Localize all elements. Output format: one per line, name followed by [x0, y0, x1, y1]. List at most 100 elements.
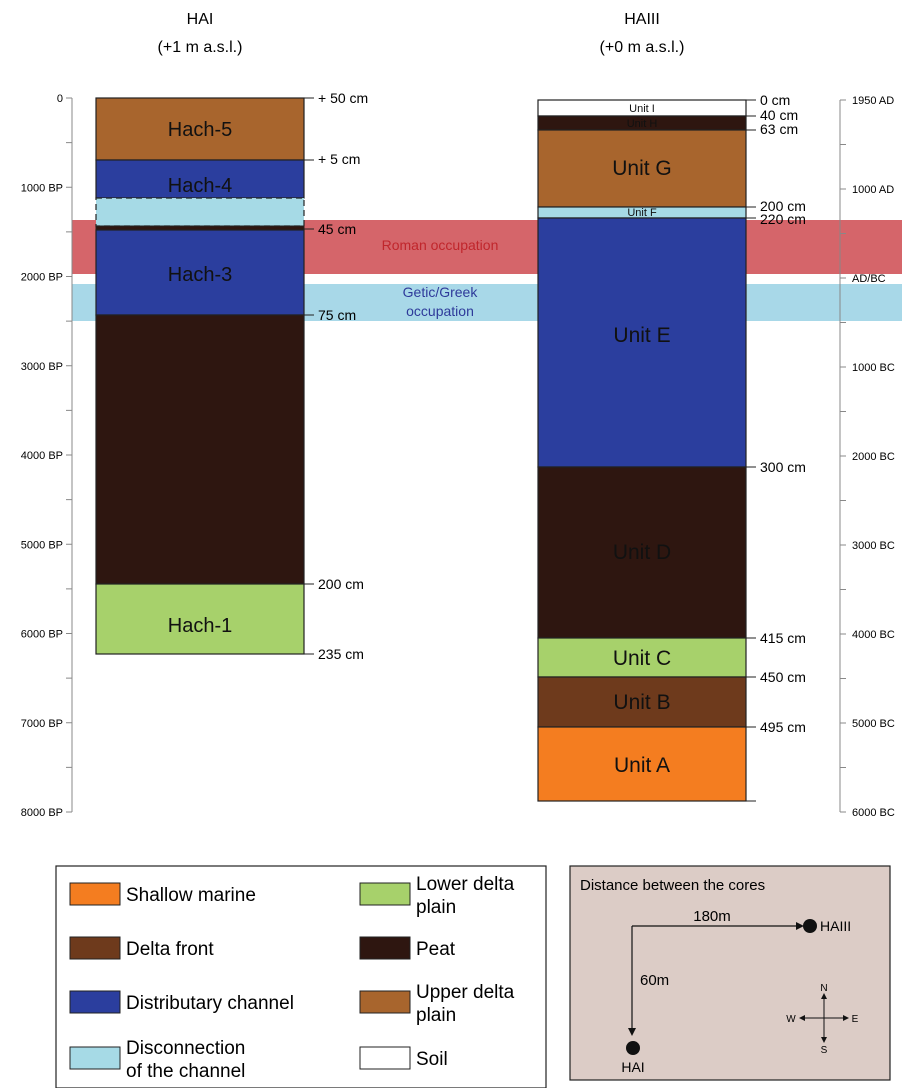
getic-occupation-label-line2: occupation: [406, 303, 474, 319]
getic-occupation-label-line1: Getic/Greek: [403, 284, 479, 300]
arrow-down-icon: [628, 1028, 636, 1036]
legend-swatch: [69, 1046, 121, 1070]
legend-label: Peat: [416, 939, 456, 960]
legend-label: Soil: [416, 1049, 448, 1070]
haiii-unit-a: [537, 726, 747, 802]
haiii-depth-label: 450 cm: [760, 669, 806, 685]
haiii-depth-label: 40 cm: [760, 107, 798, 123]
hai-unit-label: Hach-4: [168, 175, 232, 197]
legend-label-line2: plain: [416, 897, 456, 918]
hai-core-title: HAI: [187, 11, 214, 28]
east-distance-label: 180m: [693, 908, 731, 925]
legend-label: Disconnection: [126, 1038, 245, 1059]
bp-tick-label: 6000 BP: [21, 629, 63, 641]
bp-tick-label: 8000 BP: [21, 807, 63, 819]
haiii-depth-label: 63 cm: [760, 121, 798, 137]
legend-swatch: [359, 1046, 411, 1070]
roman-occupation-label: Roman occupation: [382, 237, 499, 253]
haiii-unit-label: Unit G: [612, 157, 672, 180]
haiii-core-title: HAIII: [624, 11, 660, 28]
hai-depth-label: 75 cm: [318, 307, 356, 323]
hai-unit-hach-3: [95, 229, 305, 316]
haiii-depth-label: 300 cm: [760, 459, 806, 475]
hai-unit-label: Hach-5: [168, 119, 232, 141]
haiii-depth-label: 415 cm: [760, 630, 806, 646]
haiii-depth-label: 495 cm: [760, 719, 806, 735]
haiii-unit-label: Unit B: [613, 691, 670, 714]
hai-unit-hach-5: [95, 97, 305, 161]
legend-label-line2: of the channel: [126, 1061, 245, 1082]
compass-icon: [799, 993, 849, 1043]
distance-panel: Distance between the cores HAIII HAI 180…: [569, 865, 891, 1081]
compass-north-label: N: [820, 983, 827, 994]
haiii-unit-label: Unit H: [627, 118, 658, 130]
calendar-tick-label: AD/BC: [852, 273, 886, 285]
legend-label: Upper delta: [416, 982, 515, 1003]
hai-depth-label: + 50 cm: [318, 90, 368, 106]
legend-label: Shallow marine: [126, 885, 256, 906]
bp-tick-label: 0: [57, 93, 63, 105]
haiii-depth-label: 220 cm: [760, 211, 806, 227]
compass-south-label: S: [821, 1045, 828, 1056]
south-distance-label: 60m: [640, 972, 669, 989]
hai-depth-label: 200 cm: [318, 576, 364, 592]
legend-swatch: [359, 990, 411, 1014]
haiii-depth-label: 200 cm: [760, 198, 806, 214]
bp-tick-label: 2000 BP: [21, 272, 63, 284]
legend-label: Delta front: [126, 939, 214, 960]
hai-core-elevation: (+1 m a.s.l.): [158, 39, 243, 56]
hai-depth-label: + 5 cm: [318, 151, 360, 167]
calendar-tick-label: 2000 BC: [852, 451, 895, 463]
legend-swatch: [359, 936, 411, 960]
haiii-core-marker: [803, 919, 817, 933]
haiii-marker-label: HAIII: [820, 918, 851, 934]
legend-swatch: [69, 936, 121, 960]
calendar-tick-label: 1000 AD: [852, 184, 894, 196]
haiii-unit-label: Unit F: [627, 207, 657, 219]
hai-unit-peat-thin: [95, 225, 305, 231]
haiii-core-column: Unit I Unit H Unit G Unit F Unit E Unit …: [537, 92, 806, 802]
haiii-unit-d: [537, 466, 747, 639]
haiii-unit-label: Unit A: [614, 754, 670, 777]
bp-tick-label: 5000 BP: [21, 539, 63, 551]
bp-tick-label: 3000 BP: [21, 361, 63, 373]
haiii-unit-label: Unit E: [613, 324, 670, 347]
bp-tick-label: 4000 BP: [21, 450, 63, 462]
legend-label: Lower delta: [416, 874, 515, 895]
hai-core-column: Hach-5 Hach-4 Hach-3 Hach-1 + 50 cm + 5 …: [95, 90, 368, 662]
hai-depth-label: 45 cm: [318, 221, 356, 237]
hai-marker-label: HAI: [621, 1059, 644, 1075]
haiii-core-elevation: (+0 m a.s.l.): [600, 39, 685, 56]
arrow-right-icon: [796, 922, 804, 930]
calendar-tick-label: 1950 AD: [852, 95, 894, 107]
legend-label: Distributary channel: [126, 993, 294, 1014]
legend-label-line2: plain: [416, 1005, 456, 1026]
calendar-tick-label: 1000 BC: [852, 362, 895, 374]
bp-tick-label: 7000 BP: [21, 718, 63, 730]
hai-unit-label: Hach-3: [168, 264, 232, 286]
haiii-unit-label: Unit D: [613, 541, 671, 564]
legend-swatch: [69, 882, 121, 906]
hai-unit-disconnection: [95, 197, 305, 227]
bp-age-axis: 0 1000 BP 2000 BP 3000 BP 4000 BP 5000 BP 6000…: [21, 93, 73, 819]
hai-unit-hach-1: [95, 583, 305, 655]
hai-depth-label: 235 cm: [318, 646, 364, 662]
hai-core-marker: [626, 1041, 640, 1055]
calendar-tick-label: 3000 BC: [852, 540, 895, 552]
legend-swatch: [69, 990, 121, 1014]
calendar-age-axis: 1950 AD 1000 AD AD/BC 1000 BC 2000 BC 3000 BC…: [839, 95, 895, 819]
bp-tick-label: 1000 BP: [21, 182, 63, 194]
haiii-unit-label: Unit I: [629, 103, 655, 115]
calendar-tick-label: 5000 BC: [852, 718, 895, 730]
legend-swatch: [359, 882, 411, 906]
compass-east-label: E: [852, 1014, 859, 1025]
hai-unit-peat: [95, 314, 305, 585]
haiii-unit-g: [537, 129, 747, 208]
haiii-unit-c: [537, 637, 747, 678]
haiii-unit-b: [537, 676, 747, 728]
calendar-tick-label: 4000 BC: [852, 629, 895, 641]
haiii-depth-label: 0 cm: [760, 92, 790, 108]
haiii-unit-label: Unit C: [613, 647, 671, 670]
